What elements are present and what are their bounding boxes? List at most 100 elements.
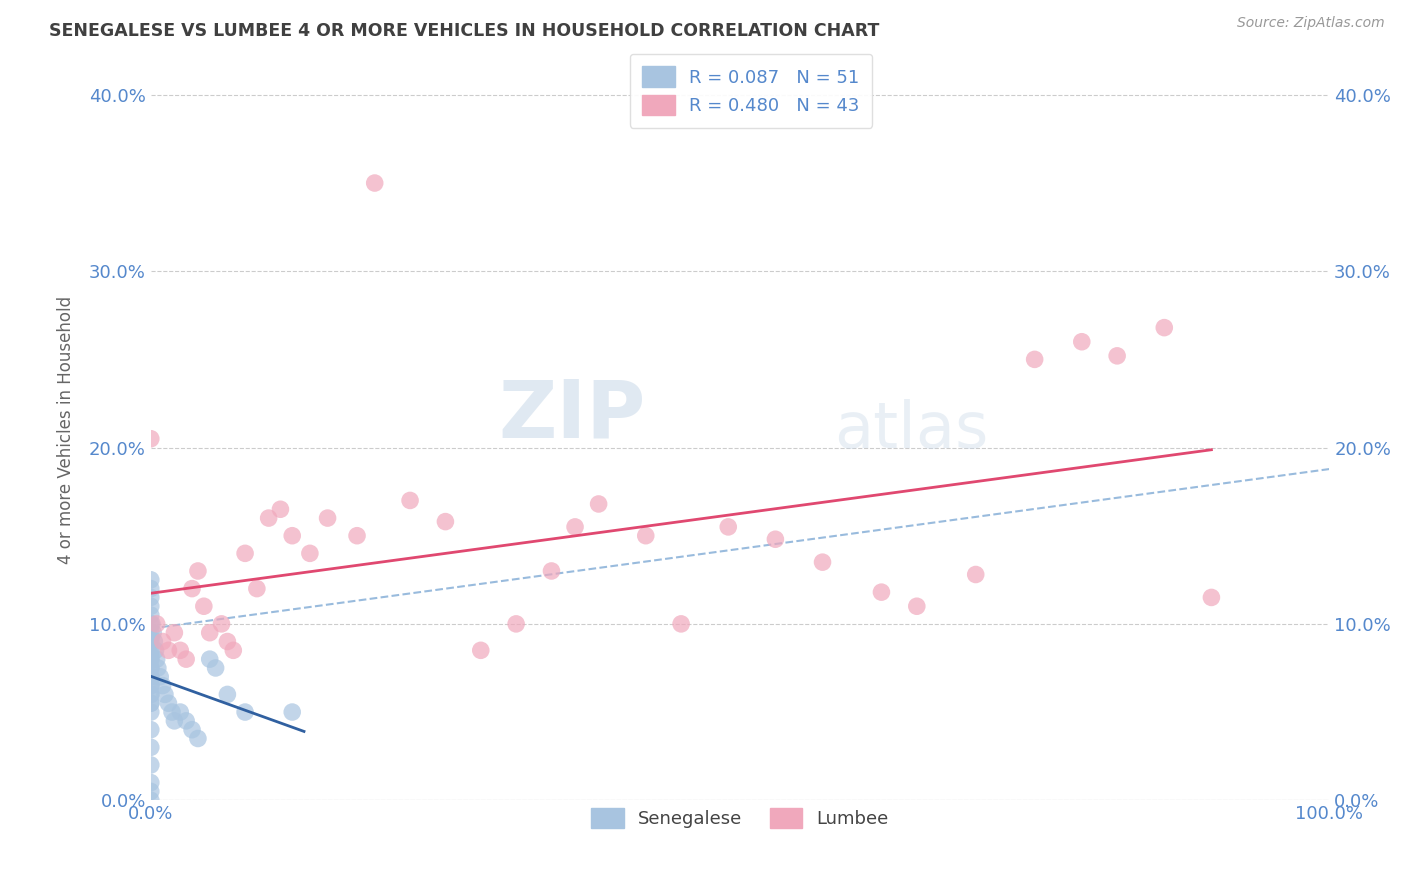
Point (174, 714, 197, 728)
Point (139, 599, 162, 614)
Point (139, 591, 162, 605)
Point (149, 670, 172, 684)
Point (139, 573, 162, 587)
Point (139, 670, 162, 684)
Point (811, 555, 834, 569)
Point (139, 652, 162, 666)
Point (198, 652, 221, 666)
Text: SENEGALESE VS LUMBEE 4 OR MORE VEHICLES IN HOUSEHOLD CORRELATION CHART: SENEGALESE VS LUMBEE 4 OR MORE VEHICLES … (49, 22, 880, 40)
Point (187, 564, 209, 578)
Point (298, 546, 321, 560)
Point (211, 616, 233, 631)
Point (139, 631, 162, 645)
Point (139, 648, 162, 663)
Point (139, 625, 162, 640)
Point (139, 616, 162, 631)
Point (139, 696, 162, 710)
Point (169, 643, 191, 657)
Text: Source: ZipAtlas.com: Source: ZipAtlas.com (1237, 16, 1385, 30)
Text: ZIP: ZIP (499, 376, 645, 454)
Point (139, 670, 162, 684)
Point (139, 661, 162, 675)
Point (153, 687, 176, 701)
Point (669, 616, 692, 631)
Point (139, 687, 162, 701)
Point (870, 585, 893, 599)
Point (434, 515, 457, 529)
Point (139, 634, 162, 648)
Point (470, 643, 492, 657)
Point (364, 176, 387, 190)
Point (564, 520, 586, 534)
Point (145, 652, 167, 666)
Point (246, 582, 269, 596)
Point (1024, 352, 1046, 367)
Point (163, 625, 186, 640)
Point (139, 582, 162, 596)
Point (157, 643, 180, 657)
Point (169, 705, 191, 719)
Point (763, 533, 786, 547)
Point (269, 502, 291, 516)
Point (217, 634, 239, 648)
Point (965, 567, 987, 582)
Point (139, 679, 162, 693)
Point (187, 731, 209, 746)
Point (181, 723, 204, 737)
Point (316, 511, 339, 525)
Point (146, 661, 169, 675)
Point (139, 775, 162, 789)
Point (139, 793, 162, 807)
Point (145, 616, 167, 631)
Point (139, 687, 162, 701)
Point (257, 511, 280, 525)
Point (193, 599, 215, 614)
Point (139, 723, 162, 737)
Point (139, 432, 162, 446)
Point (217, 687, 239, 701)
Point (139, 705, 162, 719)
Point (233, 546, 256, 560)
Point (204, 661, 226, 675)
Point (281, 529, 304, 543)
Point (174, 652, 197, 666)
Point (198, 625, 221, 640)
Point (505, 616, 527, 631)
Point (160, 705, 183, 719)
Point (163, 714, 186, 728)
Text: atlas: atlas (834, 399, 988, 461)
Point (1107, 349, 1129, 363)
Point (139, 784, 162, 798)
Point (145, 643, 167, 657)
Y-axis label: 4 or more Vehicles in Household: 4 or more Vehicles in Household (58, 296, 75, 564)
Point (143, 634, 166, 648)
Point (139, 661, 162, 675)
Point (139, 758, 162, 772)
Point (152, 679, 174, 693)
Point (141, 616, 163, 631)
Point (281, 705, 304, 719)
Point (139, 679, 162, 693)
Point (540, 564, 562, 578)
Point (233, 705, 256, 719)
Point (1153, 320, 1175, 334)
Point (634, 529, 657, 543)
Point (139, 608, 162, 623)
Point (152, 634, 174, 648)
Point (139, 740, 162, 755)
Point (181, 582, 204, 596)
Point (1201, 591, 1223, 605)
Point (139, 652, 162, 666)
Point (346, 529, 368, 543)
Point (157, 696, 180, 710)
Point (142, 625, 165, 640)
Point (905, 599, 928, 614)
Point (139, 643, 162, 657)
Point (717, 520, 740, 534)
Point (1070, 334, 1092, 349)
Point (399, 493, 422, 508)
Point (588, 497, 610, 511)
Point (139, 696, 162, 710)
Legend: Senegalese, Lumbee: Senegalese, Lumbee (583, 800, 896, 836)
Point (222, 643, 245, 657)
